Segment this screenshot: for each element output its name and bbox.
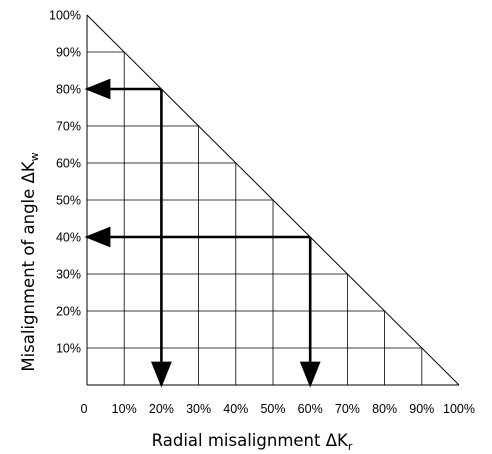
y-axis-title-sub: w (28, 152, 41, 161)
x-tick-label: 0 (81, 402, 88, 416)
y-tick-label: 40% (56, 231, 81, 245)
x-tick-label: 70% (335, 402, 360, 416)
y-tick-label: 90% (56, 46, 81, 60)
x-tick-label: 60% (298, 402, 323, 416)
y-tick-label: 30% (56, 268, 81, 282)
x-tick-labels: 0 10% 20% 30% 40% 50% 60% 70% 80% 90% 100% (81, 402, 475, 416)
x-tick-label: 50% (260, 402, 285, 416)
x-tick-label: 90% (409, 402, 434, 416)
x-tick-label: 40% (223, 402, 248, 416)
x-tick-label: 100% (443, 402, 475, 416)
axes (86, 15, 459, 386)
x-axis-title-main: Radial misalignment ΔK (152, 431, 349, 450)
x-tick-label: 10% (112, 402, 137, 416)
x-tick-label: 30% (186, 402, 211, 416)
x-axis-title-sub: r (348, 440, 353, 453)
y-tick-label: 20% (56, 305, 81, 319)
x-tick-label: 80% (372, 402, 397, 416)
limit-diagonal-line (86, 14, 460, 386)
y-tick-label: 100% (49, 9, 81, 23)
grid-lines (87, 51, 423, 385)
y-axis-title-main: Misalignment of angle ΔK (19, 160, 38, 371)
y-tick-label: 60% (56, 157, 81, 171)
y-axis-title: Misalignment of angle ΔKw (19, 152, 41, 371)
y-tick-label: 70% (56, 120, 81, 134)
y-tick-label: 50% (56, 194, 81, 208)
x-tick-label: 20% (149, 402, 174, 416)
x-axis-title: Radial misalignment ΔKr (152, 431, 353, 453)
y-tick-labels: 10% 20% 30% 40% 50% 60% 70% 80% 90% 100% (49, 9, 81, 356)
example-arrows (84, 78, 321, 388)
y-tick-label: 80% (56, 83, 81, 97)
y-tick-label: 10% (56, 342, 81, 356)
